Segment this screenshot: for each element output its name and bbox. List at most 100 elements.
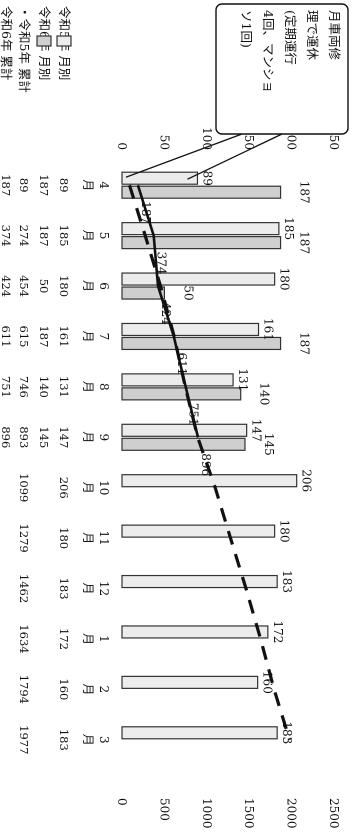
- bar-r5-monthly: [121, 474, 298, 488]
- table-cell: 1634: [17, 624, 31, 653]
- table-cell: 89: [17, 178, 31, 193]
- table-cell: 1794: [17, 675, 31, 704]
- left-tick-label: 0: [115, 142, 129, 150]
- legend-swatch-r6: [36, 35, 52, 47]
- category-label: 9: [97, 433, 111, 441]
- table-cell: 180: [57, 527, 71, 549]
- table-cell: 611: [0, 325, 13, 347]
- bar-value-label-r5: 185: [282, 217, 296, 240]
- table-cell: 187: [37, 325, 51, 347]
- left-tick-label: 100: [200, 127, 214, 150]
- callout-leader: [187, 133, 283, 180]
- legend-swatch-r5: [56, 35, 72, 47]
- table-cell: 1462: [17, 574, 31, 603]
- bar-r5-monthly: [121, 272, 276, 286]
- category-label: 1: [97, 635, 111, 643]
- table-row-label: ・令和5年 累計: [17, 6, 32, 93]
- table-cell: 615: [17, 325, 31, 347]
- category-unit-label: 月: [81, 583, 95, 595]
- bar-value-label-r5: 206: [300, 469, 314, 492]
- table-cell: 893: [17, 426, 31, 448]
- table-cell: 183: [57, 729, 71, 751]
- table-cell: 145: [37, 426, 51, 448]
- category-label: 12: [97, 581, 111, 596]
- callout-text-line: (定期運行: [283, 10, 298, 65]
- bar-value-label-r5: 180: [278, 520, 292, 543]
- cumulative-label-r6: 374: [155, 252, 169, 275]
- bar-r6-monthly: [121, 236, 282, 250]
- table-cell: 1099: [17, 473, 31, 502]
- table-cell: 183: [57, 578, 71, 600]
- line-r6-cumulative: [136, 184, 200, 438]
- category-label: 5: [97, 232, 111, 240]
- category-label: 6: [97, 282, 111, 290]
- callout-text-line: ソ1回): [239, 10, 254, 48]
- table-cell: 89: [57, 178, 71, 193]
- category-label: 7: [97, 333, 111, 341]
- table-cell: 896: [0, 426, 13, 448]
- bar-value-label-r5: 89: [200, 171, 214, 186]
- bar-r6-monthly: [121, 437, 246, 451]
- category-unit-label: 月: [81, 381, 95, 393]
- category-label: 4: [97, 181, 111, 189]
- table-row-label: 令和6年 累計: [0, 6, 14, 80]
- bar-r5-monthly: [121, 675, 259, 689]
- category-unit-label: 月: [81, 633, 95, 645]
- bar-r5-monthly: [121, 574, 278, 589]
- cumulative-label-r6: 424: [159, 302, 173, 325]
- category-unit-label: 月: [81, 330, 95, 342]
- table-cell: 180: [57, 275, 71, 297]
- table-cell: 454: [17, 275, 31, 297]
- category-label: 8: [97, 383, 111, 391]
- right-tick-label: 1000: [200, 798, 214, 829]
- bar-r5-monthly: [121, 726, 278, 740]
- table-cell: 206: [57, 477, 71, 499]
- bar-value-label-r6: 50: [181, 285, 195, 300]
- table-cell: 187: [0, 174, 13, 196]
- category-unit-label: 月: [81, 431, 95, 443]
- table-cell: 147: [57, 426, 71, 448]
- category-unit-label: 月: [81, 734, 95, 746]
- table-cell: 187: [37, 174, 51, 196]
- callout-text-line: 4回、マンショ: [261, 10, 276, 93]
- cumulative-label-r6: 751: [187, 403, 201, 426]
- bar-value-label-r6: 187: [298, 181, 312, 204]
- bar-r6-monthly: [121, 286, 165, 300]
- right-tick-label: 0: [115, 798, 129, 806]
- bar-value-label-r5: 147: [250, 419, 264, 442]
- right-tick-label: 1500: [242, 798, 256, 829]
- bar-r5-monthly: [121, 423, 248, 437]
- category-label: 3: [97, 736, 111, 744]
- category-unit-label: 月: [81, 532, 95, 544]
- right-tick-label: 2000: [285, 798, 299, 829]
- bar-r5-monthly: [121, 322, 260, 337]
- category-unit-label: 月: [81, 230, 95, 242]
- category-label: 11: [97, 530, 111, 545]
- bar-value-label-r5: 161: [262, 318, 276, 341]
- category-unit-label: 月: [81, 482, 95, 494]
- left-tick-label: 50: [157, 135, 171, 150]
- table-cell: 746: [17, 376, 31, 398]
- right-tick-label: 2500: [327, 798, 341, 829]
- callout-text-line: 月車両修: [327, 10, 342, 61]
- cumulative-label-r6: 187: [139, 201, 153, 224]
- bar-r5-monthly: [121, 222, 280, 236]
- table-cell: 1977: [17, 725, 31, 754]
- category-unit-label: 月: [81, 179, 95, 191]
- bar-value-label-r6: 187: [298, 231, 312, 254]
- table-cell: 131: [57, 376, 71, 398]
- table-cell: 1279: [17, 523, 31, 552]
- table-cell: 172: [57, 628, 71, 650]
- cumulative-label-r6: 611: [175, 352, 189, 375]
- table-cell: 274: [17, 225, 31, 247]
- category-label: 10: [97, 480, 111, 495]
- bar-r5-monthly: [121, 625, 269, 639]
- category-unit-label: 月: [81, 683, 95, 695]
- right-tick-label: 500: [157, 798, 171, 821]
- bar-value-label-r5: 183: [280, 721, 294, 744]
- bar-r6-monthly: [121, 387, 242, 401]
- bar-value-label-r5: 180: [278, 268, 292, 291]
